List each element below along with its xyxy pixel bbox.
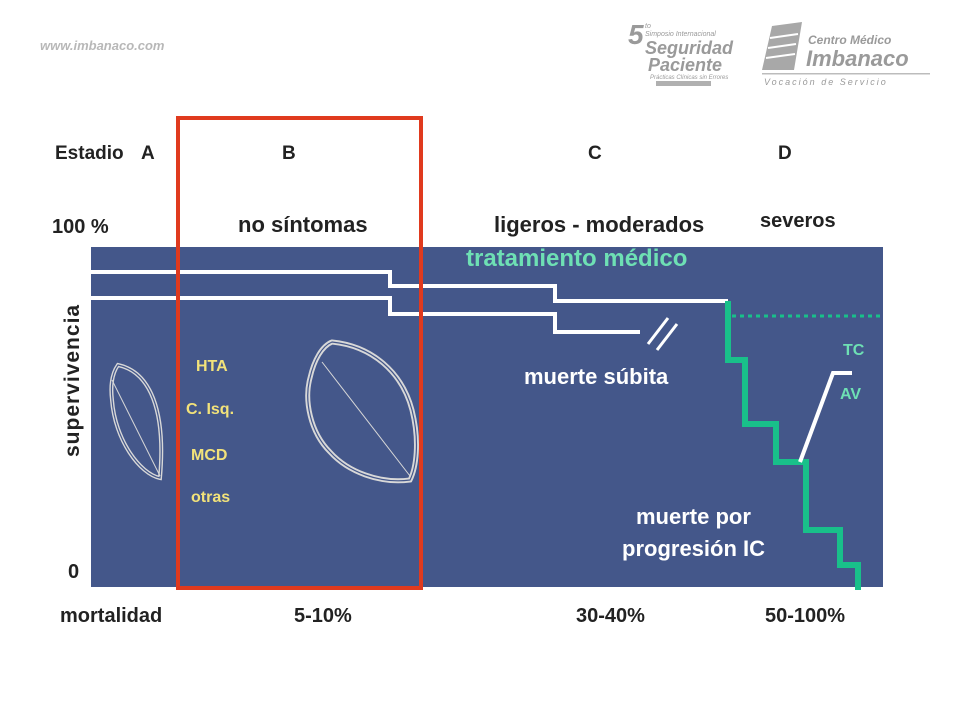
site-url: www.imbanaco.com	[40, 38, 165, 53]
treatment-label: tratamiento médico	[466, 245, 688, 272]
cause-hta: HTA	[196, 358, 228, 375]
symposium-logo-graphic: 5 to Simposio Internacional Seguridad Pa…	[628, 19, 734, 86]
cause-others: otras	[191, 489, 231, 506]
y-zero-label: 0	[68, 561, 80, 583]
stage-d: D	[778, 143, 792, 164]
death-progression-label-2: progresión IC	[622, 536, 766, 561]
stage-a: A	[141, 143, 155, 164]
survival-panel	[91, 247, 883, 587]
av-label: AV	[840, 386, 862, 403]
cause-ischemic: C. Isq.	[186, 401, 235, 418]
symposium-word-seguridad: Seguridad	[645, 38, 734, 58]
survival-lines	[91, 270, 728, 334]
clinic-line1: Centro Médico	[808, 33, 891, 47]
symposium-ordinal: to	[645, 23, 651, 30]
transplant-line	[798, 371, 852, 463]
clinic-logo: Centro Médico Imbanaco Vocación de Servi…	[760, 18, 935, 90]
mortality-c: 30-40%	[576, 605, 645, 627]
mortality-label: mortalidad	[60, 605, 163, 627]
clinic-line2: Imbanaco	[806, 46, 909, 71]
symposium-word-paciente: Paciente	[648, 55, 722, 75]
progression-staircase	[725, 301, 861, 590]
clinic-tagline: Vocación de Servicio	[764, 77, 888, 87]
symposium-logo: 5 to Simposio Internacional Seguridad Pa…	[626, 16, 734, 88]
stage-c: C	[588, 143, 602, 164]
mortality-b: 5-10%	[294, 605, 352, 627]
death-progression-label-1: muerte por	[636, 504, 751, 529]
y-top-label: 100 %	[52, 216, 109, 238]
stage-prefix: Estadio	[55, 143, 124, 164]
symposium-subtitle: Prácticas Clínicas sin Errores	[650, 75, 728, 81]
heading-severe: severos	[760, 210, 836, 232]
sudden-death-label: muerte súbita	[524, 364, 669, 389]
heart-a-shape	[109, 362, 164, 481]
stage-b: B	[282, 143, 296, 164]
heart-b-shape	[305, 339, 419, 484]
mortality-d: 50-100%	[765, 605, 846, 627]
clinic-logo-stripes	[765, 33, 799, 59]
symposium-date-bar	[656, 81, 711, 86]
break-marks	[646, 317, 679, 351]
symposium-number: 5	[628, 19, 644, 50]
heading-no-symptoms: no síntomas	[238, 212, 368, 237]
heading-mild-moderate: ligeros - moderados	[494, 212, 705, 237]
clinic-divider	[762, 73, 930, 75]
symposium-title: Simposio Internacional	[645, 31, 716, 38]
stage-b-highlight	[176, 116, 423, 590]
tc-label: TC	[843, 342, 865, 359]
clinic-logo-graphic: Centro Médico Imbanaco Vocación de Servi…	[762, 22, 930, 87]
survival-line-lower	[91, 296, 640, 334]
survival-line-upper	[91, 270, 728, 303]
cause-mcd: MCD	[191, 447, 228, 464]
